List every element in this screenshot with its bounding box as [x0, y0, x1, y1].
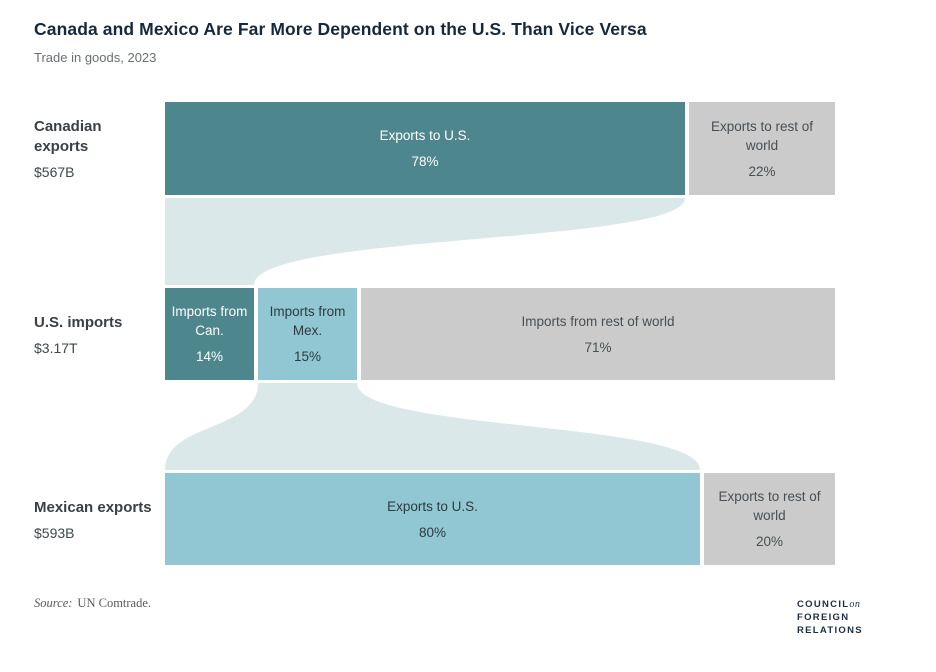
row-label-us-imports: U.S. imports $3.17T: [34, 288, 152, 380]
row-value: $3.17T: [34, 339, 78, 356]
bar-segment-us-imports-from-row: Imports from rest of world 71%: [361, 288, 835, 380]
row-name: U.S. imports: [34, 313, 123, 331]
row-label-canadian-exports: Canadian exports $567B: [34, 102, 152, 195]
flow-mexico-to-us: [165, 383, 700, 470]
segment-label: Exports to rest of world: [710, 118, 814, 153]
bar-segment-us-imports-from-canada: Imports from Can. 14%: [165, 288, 254, 380]
cfr-logo: COUNCILon FOREIGN RELATIONS: [797, 598, 863, 637]
segment-percent: 22%: [748, 163, 776, 179]
segment-percent: 20%: [755, 534, 784, 549]
segment-label: Exports to rest of world: [718, 489, 821, 523]
segment-percent: 80%: [418, 524, 447, 540]
row-name: Canadian exports: [34, 118, 102, 155]
cfr-logo-line2: FOREIGN: [797, 612, 850, 623]
source-note: Source: UN Comtrade.: [34, 596, 151, 611]
row-value: $567B: [34, 164, 75, 180]
flow-canada-to-us: [165, 198, 685, 285]
cfr-logo-line1: COUNCILon: [797, 598, 863, 611]
row-value: $593B: [34, 524, 75, 541]
chart-title: Canada and Mexico Are Far More Dependent…: [34, 19, 647, 39]
cfr-logo-council: COUNCIL: [797, 599, 850, 610]
source-label: Source:: [34, 596, 73, 610]
segment-label: Exports to U.S.: [379, 128, 471, 143]
bar-segment-canada-exports-to-us: Exports to U.S. 78%: [165, 102, 685, 195]
source-text: UN Comtrade.: [77, 596, 152, 610]
cfr-logo-on: on: [849, 599, 861, 610]
chart-subtitle: Trade in goods, 2023: [34, 50, 157, 65]
segment-label: Imports from Mex.: [269, 304, 346, 338]
bar-segment-canada-exports-to-row: Exports to rest of world 22%: [689, 102, 835, 195]
segment-label: Imports from Can.: [171, 304, 248, 338]
segment-label: Exports to U.S.: [387, 498, 478, 514]
cfr-logo-line3: RELATIONS: [797, 625, 863, 636]
segment-label: Imports from rest of world: [521, 313, 675, 329]
bar-segment-us-imports-from-mexico: Imports from Mex. 15%: [258, 288, 357, 380]
segment-percent: 14%: [195, 349, 224, 364]
bar-segment-mexico-exports-to-us: Exports to U.S. 80%: [165, 473, 700, 565]
row-label-mexican-exports: Mexican exports $593B: [34, 473, 152, 565]
segment-percent: 71%: [584, 339, 612, 355]
segment-percent: 78%: [411, 154, 439, 169]
bar-segment-mexico-exports-to-row: Exports to rest of world 20%: [704, 473, 835, 565]
segment-percent: 15%: [293, 349, 322, 364]
row-name: Mexican exports: [34, 498, 152, 516]
